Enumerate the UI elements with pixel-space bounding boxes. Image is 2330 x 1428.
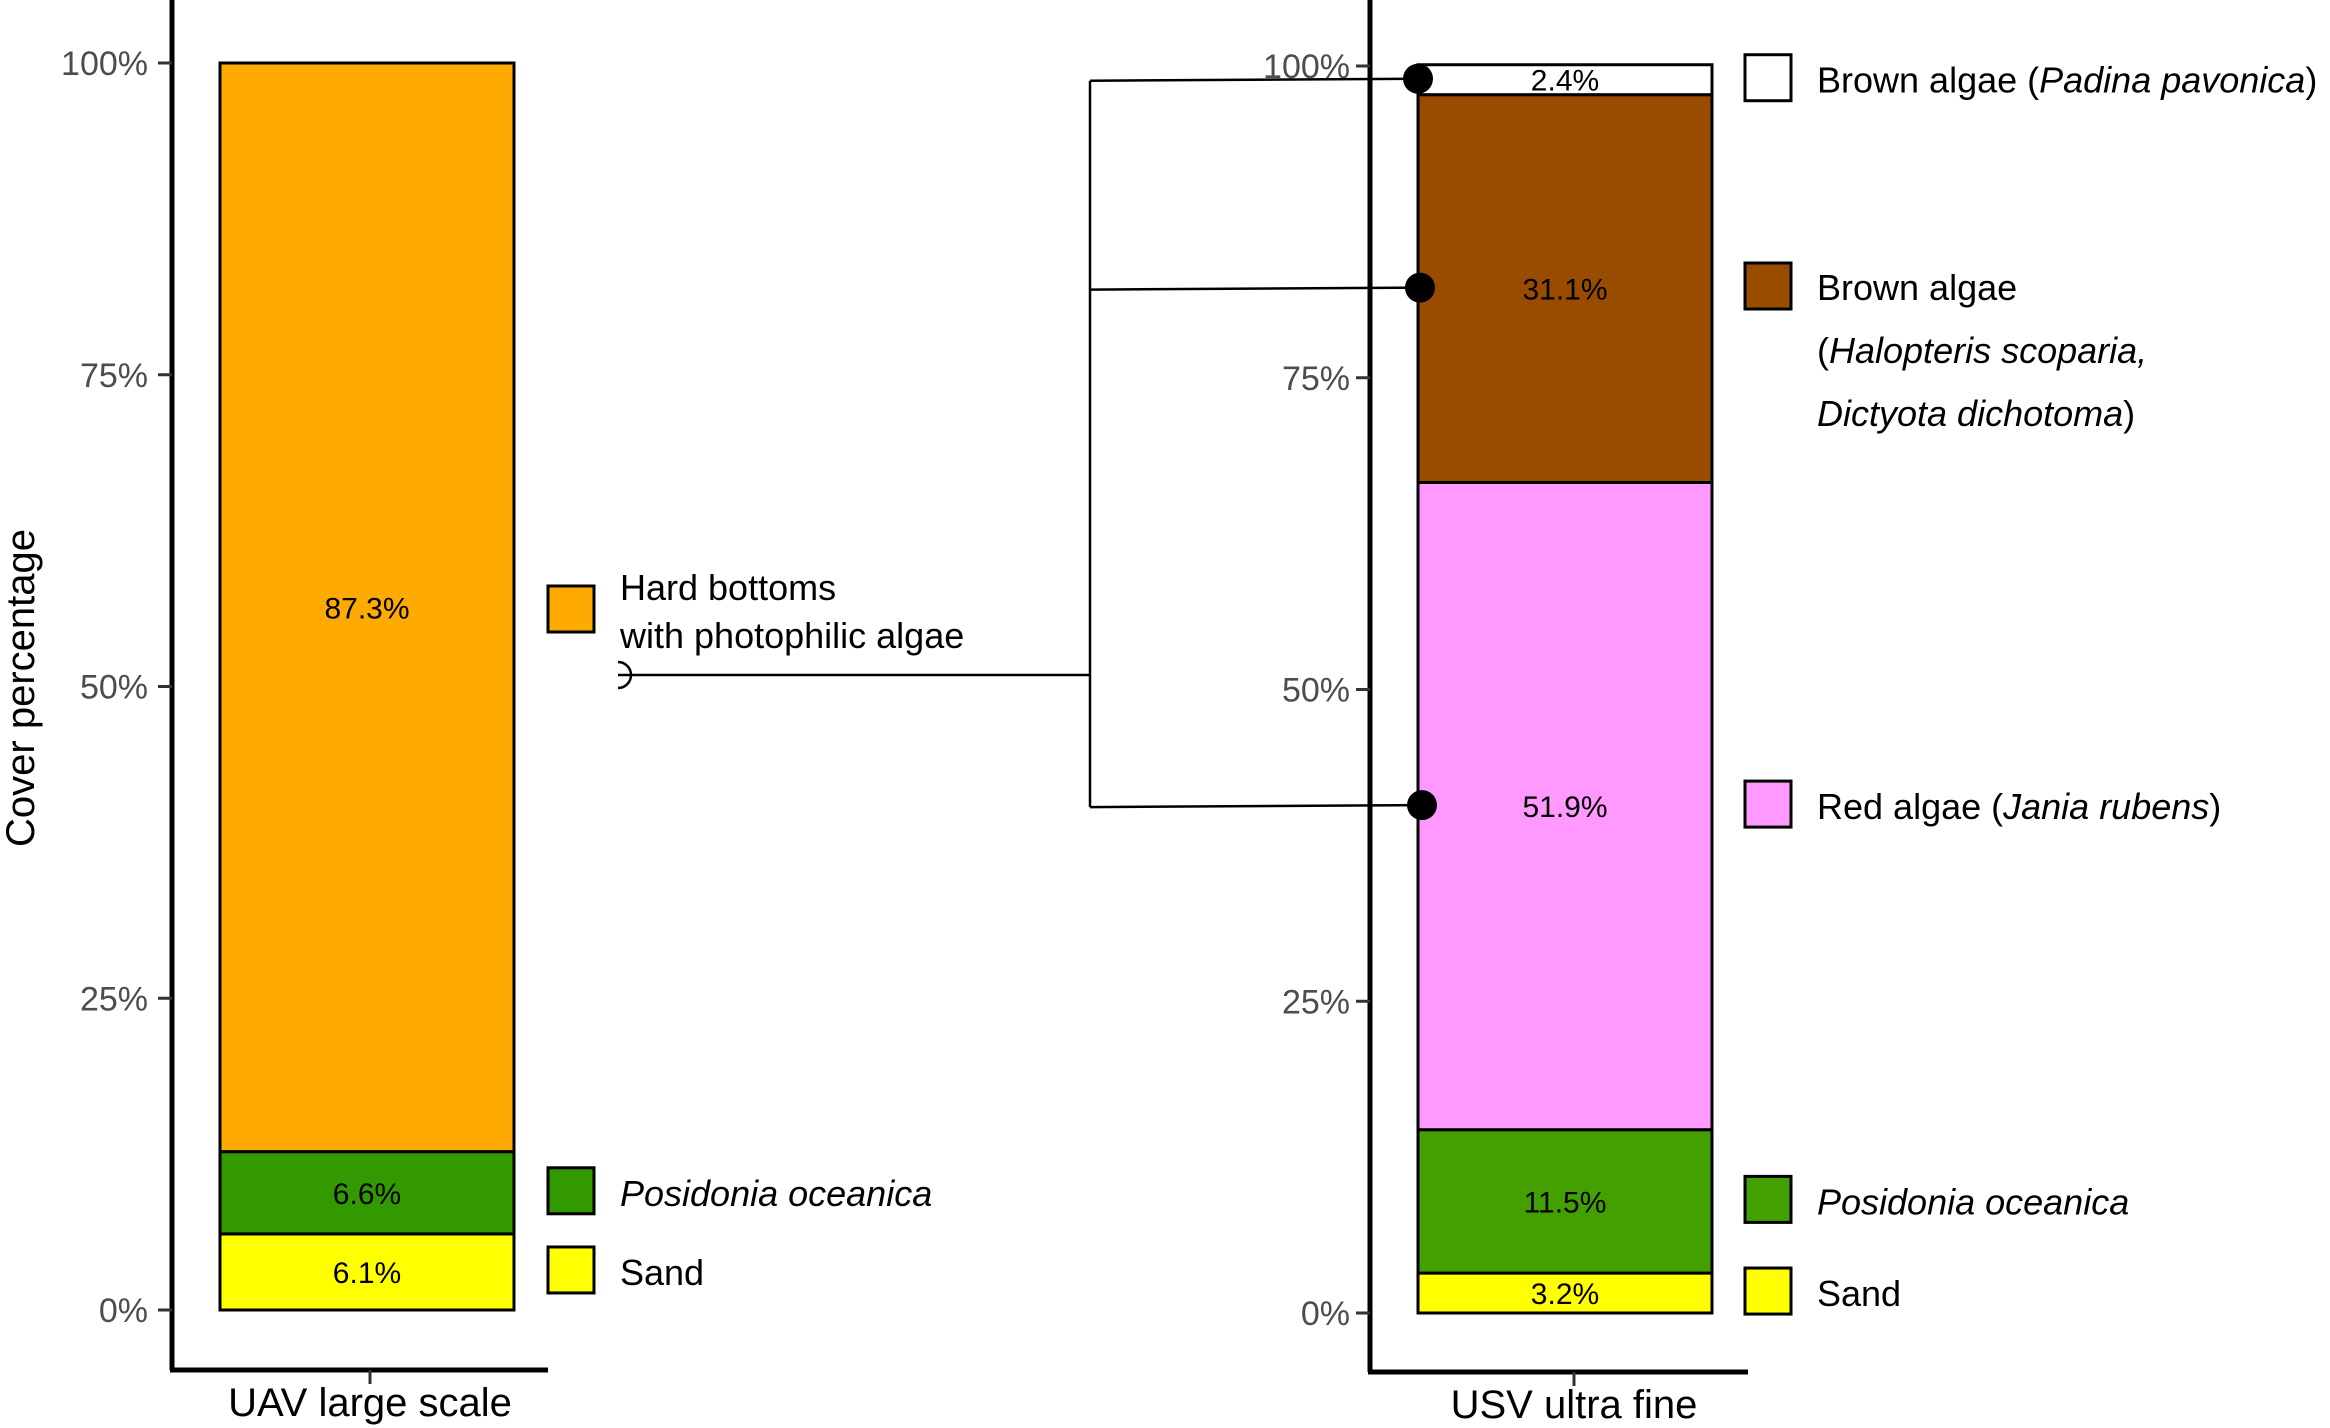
legend-label-part: Brown algae ( — [1817, 60, 2039, 101]
legend-label: Dictyota dichotoma) — [1817, 393, 2135, 434]
bar-value-label: 2.4% — [1531, 65, 1599, 98]
legend-swatch-sand — [1743, 1266, 1793, 1316]
legend-label: Brown algae — [1817, 267, 2017, 308]
y-tick-label: 100% — [61, 45, 148, 83]
bar-value-label: 11.5% — [1524, 1186, 1607, 1219]
legend-label-part: ( — [1817, 330, 1829, 371]
bar-value-label: 6.1% — [333, 1257, 401, 1290]
legend-label-part: ) — [2123, 393, 2135, 434]
legend-label: Sand — [1817, 1273, 1901, 1314]
y-axis-title: Cover percentage — [0, 529, 43, 847]
legend-label-part: Hard bottoms — [620, 567, 836, 608]
y-tick-label: 25% — [1282, 983, 1350, 1021]
bar-segment-sand — [218, 1232, 516, 1312]
legend-label-part: Sand — [620, 1252, 704, 1293]
connector-dot — [1407, 790, 1437, 821]
legend-label: Posidonia oceanica — [1817, 1181, 2129, 1222]
legend-swatch-sand — [546, 1245, 596, 1295]
legend-label: with photophilic algae — [619, 615, 964, 656]
y-tick-label: 50% — [80, 669, 148, 707]
legend-label-part: Dictyota dichotoma — [1817, 393, 2123, 434]
bar-value-label: 6.6% — [333, 1178, 401, 1211]
bar-value-label: 3.2% — [1531, 1278, 1599, 1311]
y-tick-label: 75% — [80, 357, 148, 395]
x-category-label: USV ultra fine — [1451, 1383, 1698, 1427]
y-tick-label: 0% — [1301, 1295, 1350, 1333]
legend-label-part: Jania rubens — [2002, 786, 2209, 827]
y-tick-label: 0% — [99, 1292, 148, 1330]
legend-label-part: Red algae ( — [1817, 786, 2003, 827]
legend-label-part: Posidonia oceanica — [1817, 1181, 2129, 1222]
legend-label-part: with photophilic algae — [619, 615, 964, 656]
bar-segment-red-algae-jania-rubens — [1416, 480, 1714, 1132]
legend-swatch-posidonia-oceanica — [1743, 1174, 1793, 1224]
legend-label: Red algae (Jania rubens) — [1817, 786, 2221, 827]
bar-segment-brown-algae-padina-pavonica — [1416, 63, 1714, 97]
legend-label-part: Halopteris scoparia, — [1829, 330, 2147, 371]
legend-swatch-hard-bottoms-with-photophilic-algae — [546, 584, 596, 634]
legend-swatch-brown-algae-padina-pavonica — [1743, 53, 1793, 103]
legend-label: Sand — [620, 1252, 704, 1293]
connector-line — [1089, 803, 1421, 809]
bar-segment-sand — [1416, 1271, 1714, 1315]
bar-value-label: 51.9% — [1522, 791, 1607, 824]
legend-label: (Halopteris scoparia, — [1817, 330, 2147, 371]
bar-segment-hard-bottoms-with-photophilic-algae — [218, 61, 516, 1154]
legend-swatch-brown-algae-halopteris-scoparia-dictyota-dichotoma — [1743, 261, 1793, 311]
legend-label: Brown algae (Padina pavonica) — [1817, 60, 2317, 101]
legend-label: Hard bottoms — [620, 567, 836, 608]
y-tick-label: 25% — [80, 980, 148, 1018]
axes-layer: 0% 25% 50% 75% 100% UAV large scale Cover perc… — [0, 0, 1748, 1427]
connector-dot — [1405, 272, 1435, 303]
connector-line — [1089, 77, 1417, 82]
x-category-label: UAV large scale — [228, 1381, 512, 1425]
bar-value-label: 31.1% — [1522, 274, 1607, 307]
legend-label-part: Sand — [1817, 1273, 1901, 1314]
legend-label-part: Brown algae — [1817, 267, 2017, 308]
legend-label: Posidonia oceanica — [620, 1173, 932, 1214]
bar-value-label: 87.3% — [324, 592, 409, 625]
bar-segment-brown-algae-halopteris-scoparia-dictyota-dichotoma — [1416, 93, 1714, 484]
connector-line — [1089, 286, 1419, 291]
legend-label-part: Posidonia oceanica — [620, 1173, 932, 1214]
legend-swatch-posidonia-oceanica — [546, 1166, 596, 1216]
legend-label-part: Padina pavonica — [2039, 60, 2305, 101]
bars-layer: 6.1% 6.6% 87.3% 3.2% 11.5% 51.9% 31.1% 2.4% — [218, 61, 1714, 1315]
connector-layer — [617, 63, 1437, 821]
legend-label-part: ) — [2305, 60, 2317, 101]
bar-segment-posidonia-oceanica — [1416, 1128, 1714, 1275]
legend-layer: Hard bottoms with photophilic algae Posido… — [546, 53, 2317, 1316]
legend-label-part: ) — [2209, 786, 2221, 827]
connector-dot — [1403, 63, 1433, 94]
y-tick-label: 75% — [1282, 360, 1350, 398]
y-tick-label: 50% — [1282, 672, 1350, 710]
legend-swatch-red-algae-jania-rubens — [1743, 779, 1793, 829]
